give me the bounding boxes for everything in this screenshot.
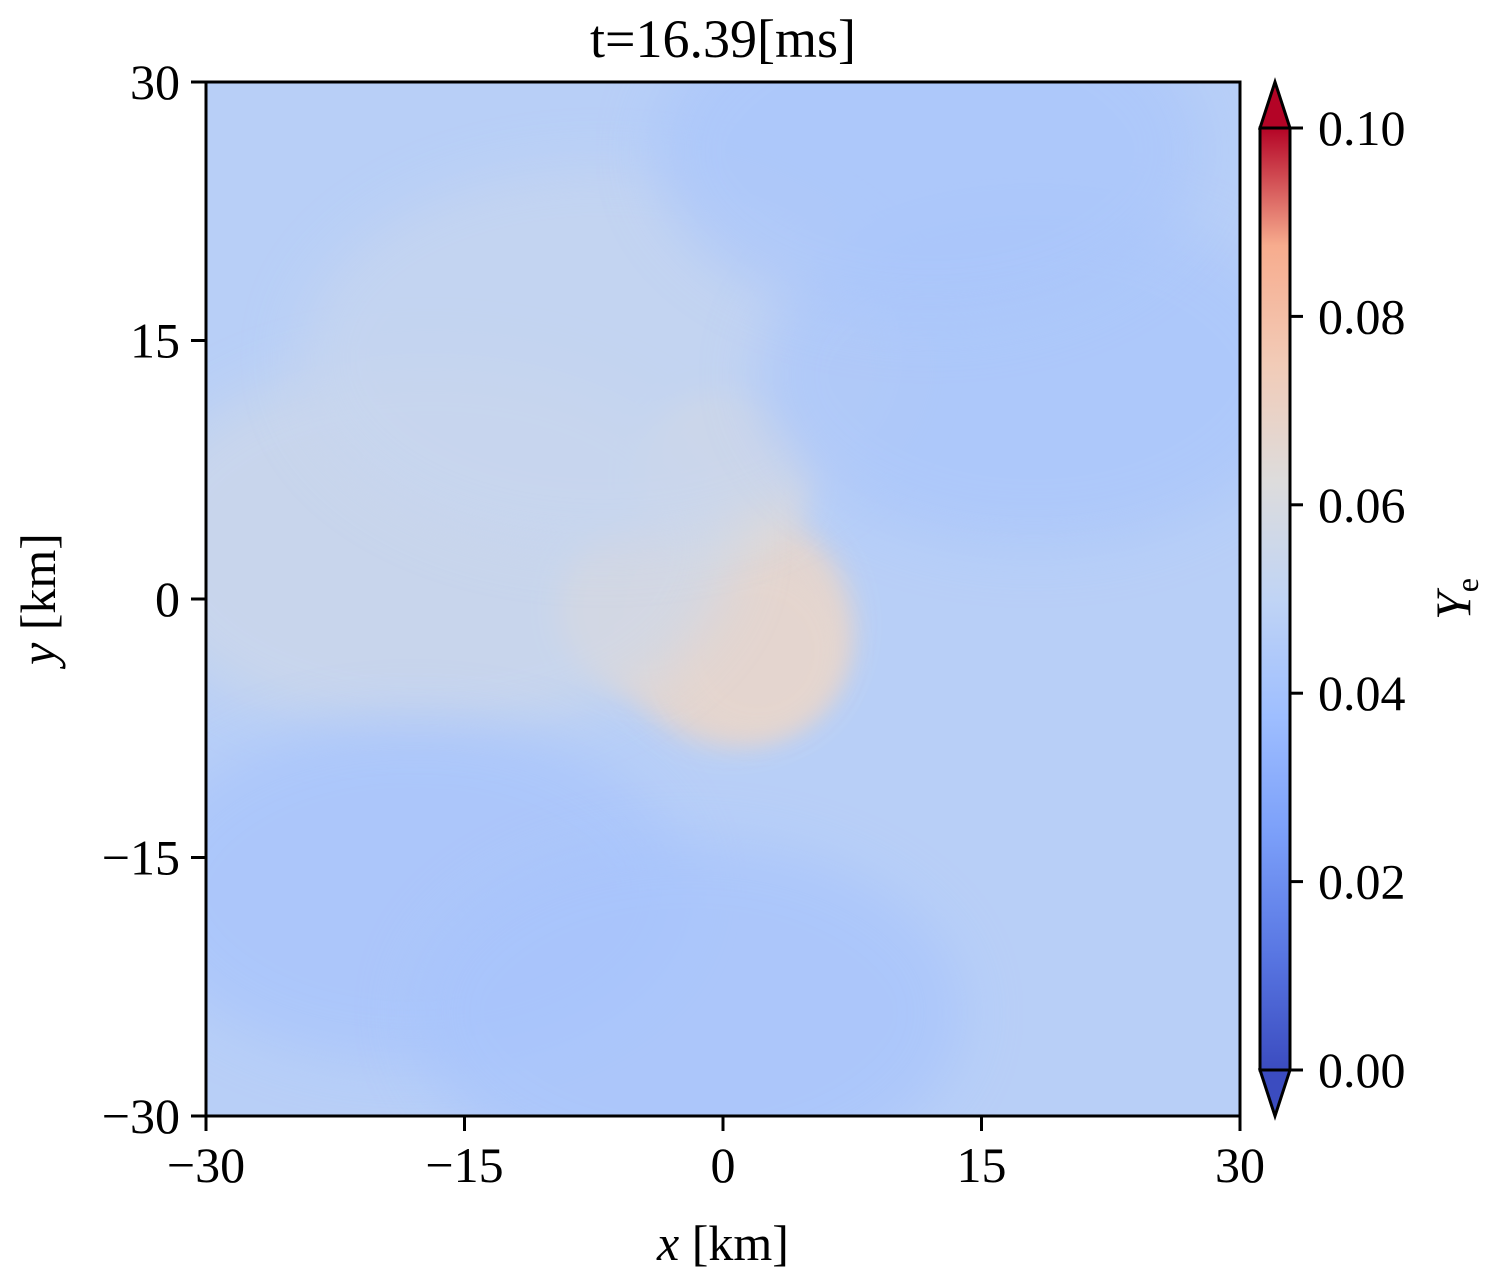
- y-axis-label-var: y: [10, 642, 66, 670]
- chart-title: t=16.39[ms]: [590, 9, 856, 69]
- y-tick-label: −30: [102, 1088, 180, 1144]
- colorbar-tick-label: 0.10: [1318, 100, 1406, 156]
- colorbar-ticks: 0.00 0.02 0.04 0.06 0.08 0.10: [1290, 100, 1406, 1098]
- y-axis-label-unit: [km]: [10, 533, 66, 643]
- y-tick-label: 15: [130, 313, 180, 369]
- y-axis: −30 −15 0 15 30: [102, 54, 206, 1144]
- colorbar-label-sub: e: [1449, 578, 1485, 592]
- colorbar-tick-label: 0.08: [1318, 288, 1406, 344]
- colorbar-tick-label: 0.02: [1318, 854, 1406, 910]
- colorbar-tick-label: 0.06: [1318, 477, 1406, 533]
- colorbar: 0.00 0.02 0.04 0.06 0.08 0.10 Ye: [1257, 77, 1485, 1121]
- colorbar-tick-label: 0.04: [1318, 665, 1406, 721]
- y-tick-label: 0: [155, 571, 180, 627]
- y-tick-label: −15: [102, 830, 180, 886]
- x-tick-label: 15: [957, 1137, 1007, 1193]
- x-tick-label: −30: [167, 1137, 245, 1193]
- colorbar-label-var: Y: [1425, 587, 1481, 620]
- y-tick-label: 30: [130, 54, 180, 110]
- field-feature-low: [412, 840, 965, 1116]
- colorbar-gradient: [1258, 126, 1292, 1072]
- colorbar-tick-label: 0.00: [1318, 1042, 1406, 1098]
- colorbar-label: Ye: [1425, 578, 1485, 620]
- field-feature-low: [654, 82, 1206, 324]
- heatmap-field: [206, 82, 1240, 1116]
- x-tick-label: 30: [1215, 1137, 1265, 1193]
- x-axis-label-var: x: [656, 1215, 679, 1271]
- colorbar-extend-bottom: [1257, 1068, 1293, 1121]
- y-axis-label: y [km]: [10, 533, 66, 670]
- x-axis-label-unit: [km]: [679, 1215, 789, 1271]
- x-axis-label: x [km]: [656, 1215, 789, 1271]
- x-tick-label: −15: [425, 1137, 503, 1193]
- colorbar-extend-top: [1257, 77, 1293, 130]
- x-axis: −30 −15 0 15 30: [167, 1116, 1265, 1193]
- x-tick-label: 0: [711, 1137, 736, 1193]
